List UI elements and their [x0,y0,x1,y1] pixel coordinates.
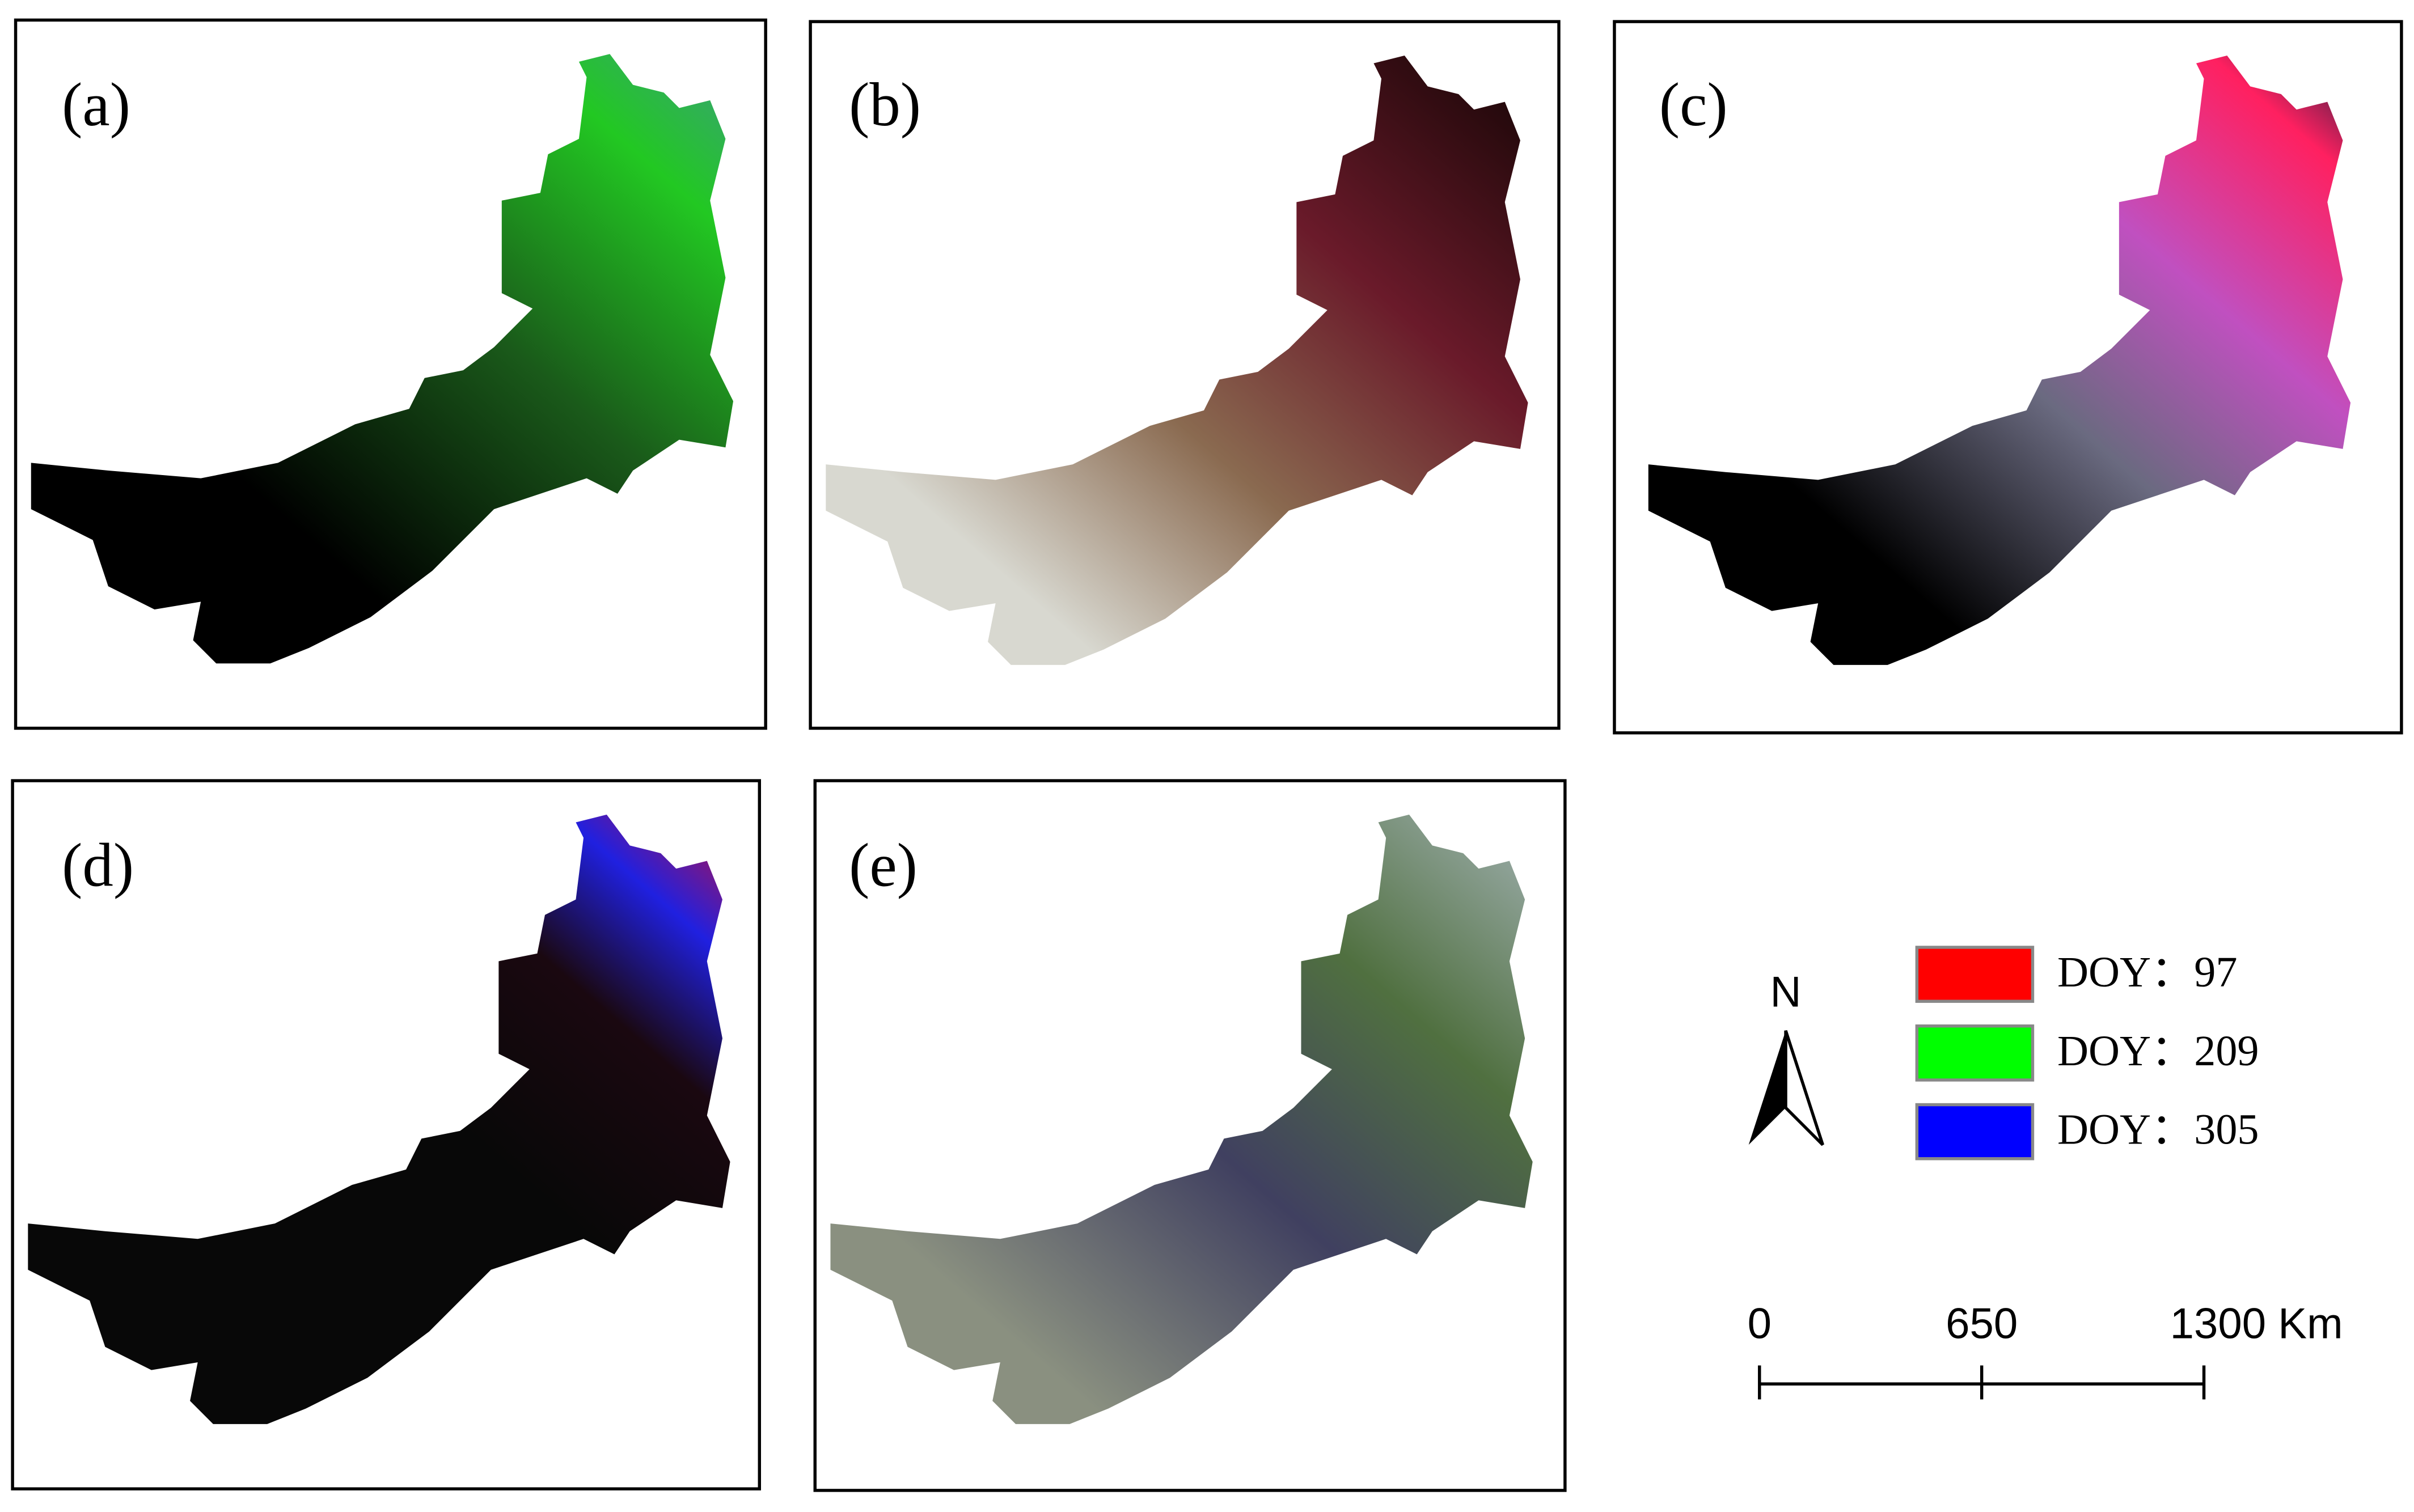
scale-bar: 0 650 1300 Km [1748,1300,2343,1400]
panel-e: (e) [813,779,1567,1492]
panel-label: (d) [62,831,134,900]
legend-label: DOY：97 [2057,948,2237,996]
legend-label: DOY：305 [2057,1106,2259,1154]
north-label: N [1770,968,1802,1016]
scale-label: 1300 Km [2170,1300,2343,1348]
panel-d: (d) [11,779,762,1490]
panel-label: (a) [62,70,130,139]
scale-label: 0 [1748,1300,1772,1348]
legend-swatch [1915,946,2035,1003]
scale-label: 650 [1946,1300,2018,1348]
panel-a: (a) [14,18,767,730]
panel-label: (b) [849,70,921,139]
panel-b: (b) [809,20,1561,730]
panel-label: (c) [1659,70,1728,139]
legend: DOY：97 DOY：209 DOY：305 [1915,946,2259,1161]
legend-swatch [1915,1103,2035,1161]
panel-c: (c) [1613,20,2403,735]
legend-swatch [1915,1024,2035,1082]
legend-label: DOY：209 [2057,1027,2259,1075]
panel-label: (e) [849,831,918,900]
north-arrow: N [1748,968,1824,1146]
